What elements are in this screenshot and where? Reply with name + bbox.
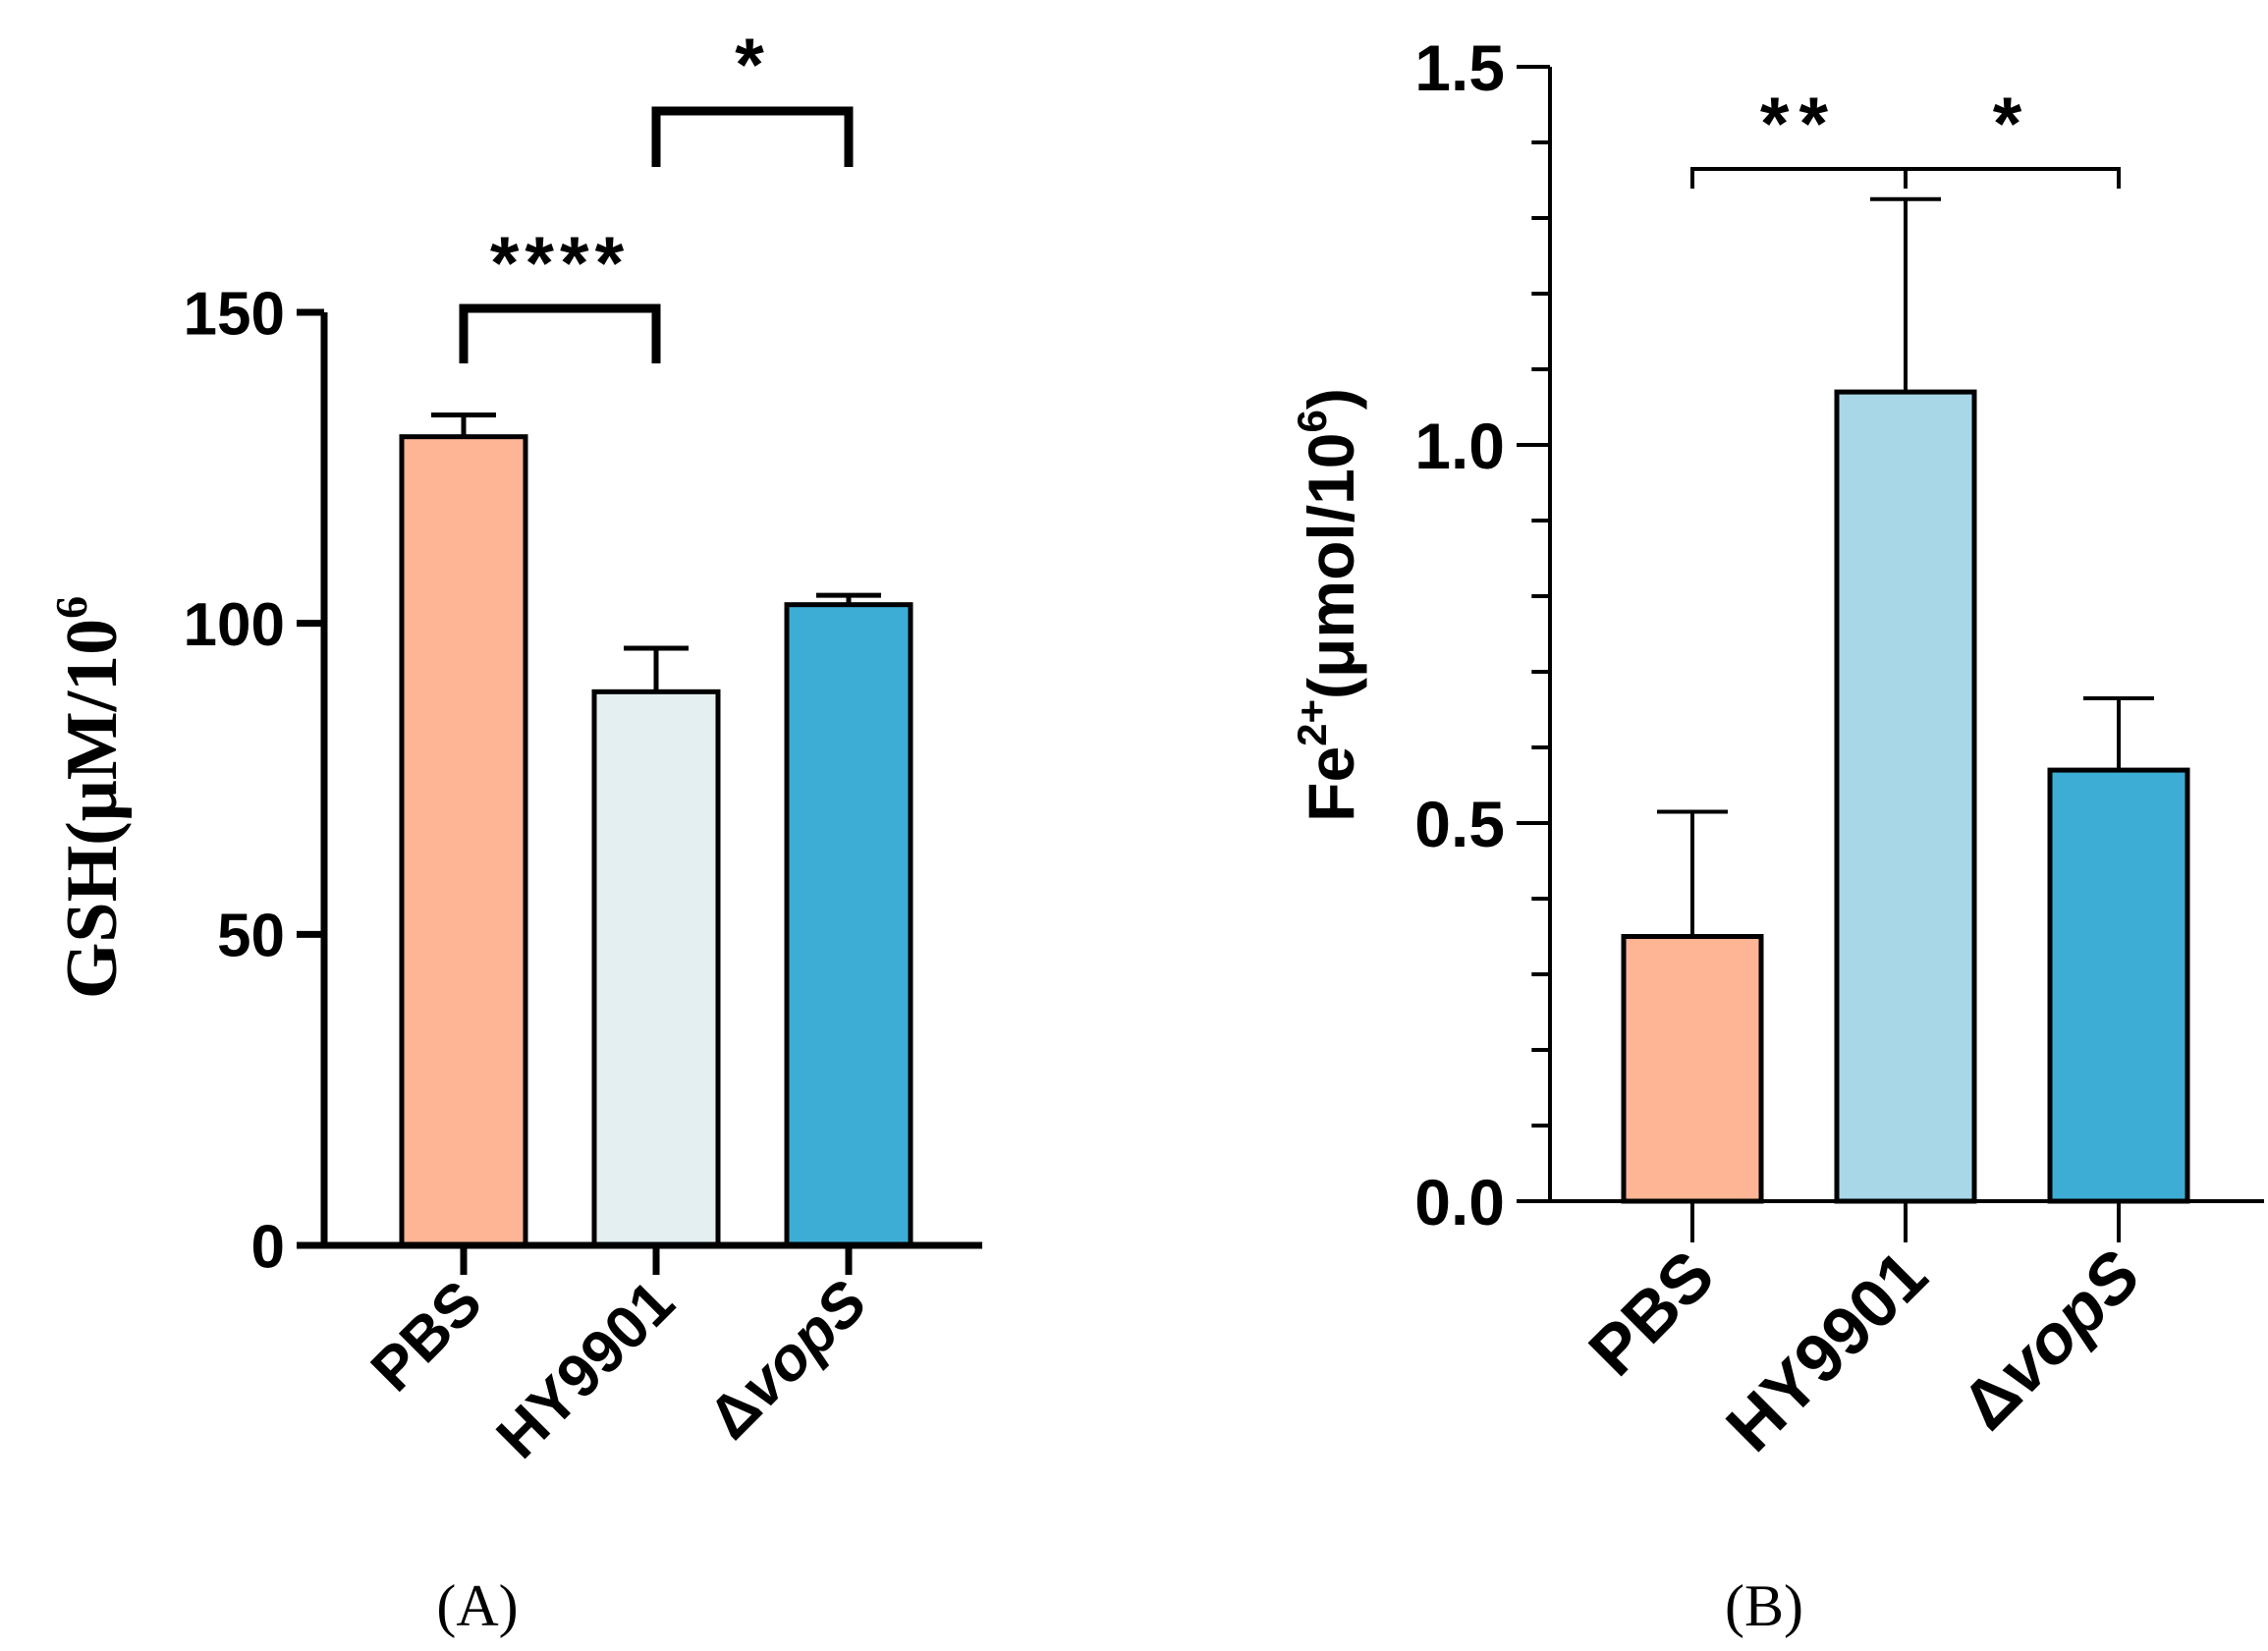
y-tick-label: 150 [184,280,285,348]
significance-label: ** [1760,83,1838,166]
x-category-label: HY9901 [484,1268,688,1471]
y-tick-label: 0.5 [1414,788,1505,860]
panel-a-y-axis-label: GSH(μM/106 [46,596,133,999]
y-tick-label: 100 [184,591,285,659]
panel-b-label: (B) [1725,1573,1803,1638]
bar-pbs [399,434,528,1248]
bar-hy9901 [591,688,721,1248]
bar-vops [2047,767,2190,1204]
panel-b-y-axis-label: Fe2+(μmol/106) [1289,388,1367,822]
panel-b-error-bars [1657,196,2154,937]
y-tick-label: 1.5 [1414,31,1505,104]
panel-b-bars [1621,389,2190,1204]
x-category-label: ΔvopS [1947,1236,2155,1444]
bar-pbs [1621,934,1764,1204]
y-tick-label: 1.0 [1414,410,1505,482]
panel-b-significance: ** * [1690,83,2121,189]
bar-hy9901 [1834,389,1977,1204]
significance-label: **** [490,222,630,305]
x-category-label: ΔvopS [695,1268,879,1452]
bar-vops [784,602,913,1248]
panel-a-label: (A) [436,1573,518,1638]
significance-bracket [459,303,661,363]
x-category-label: HY9901 [1712,1236,1942,1465]
panel-a-significance: ***** [459,24,854,363]
significance-bracket [651,106,854,167]
panel-a-bars [399,434,913,1248]
panel-b-y-ticks: 0.0 0.5 1.0 1.5 [1414,31,1550,1238]
panel-a-error-bars [431,413,881,692]
x-category-label: PBS [1575,1236,1729,1390]
x-category-label: PBS [359,1268,495,1404]
significance-label: * [735,24,770,107]
significance-label: * [1993,83,2032,166]
y-tick-label: 50 [217,903,285,970]
significance-bracket [1904,167,2121,189]
panel-a-y-ticks: 0 50 100 150 [184,280,324,1281]
y-tick-label: 0 [251,1213,285,1281]
significance-bracket [1690,167,1908,189]
y-tick-label: 0.0 [1414,1166,1505,1238]
